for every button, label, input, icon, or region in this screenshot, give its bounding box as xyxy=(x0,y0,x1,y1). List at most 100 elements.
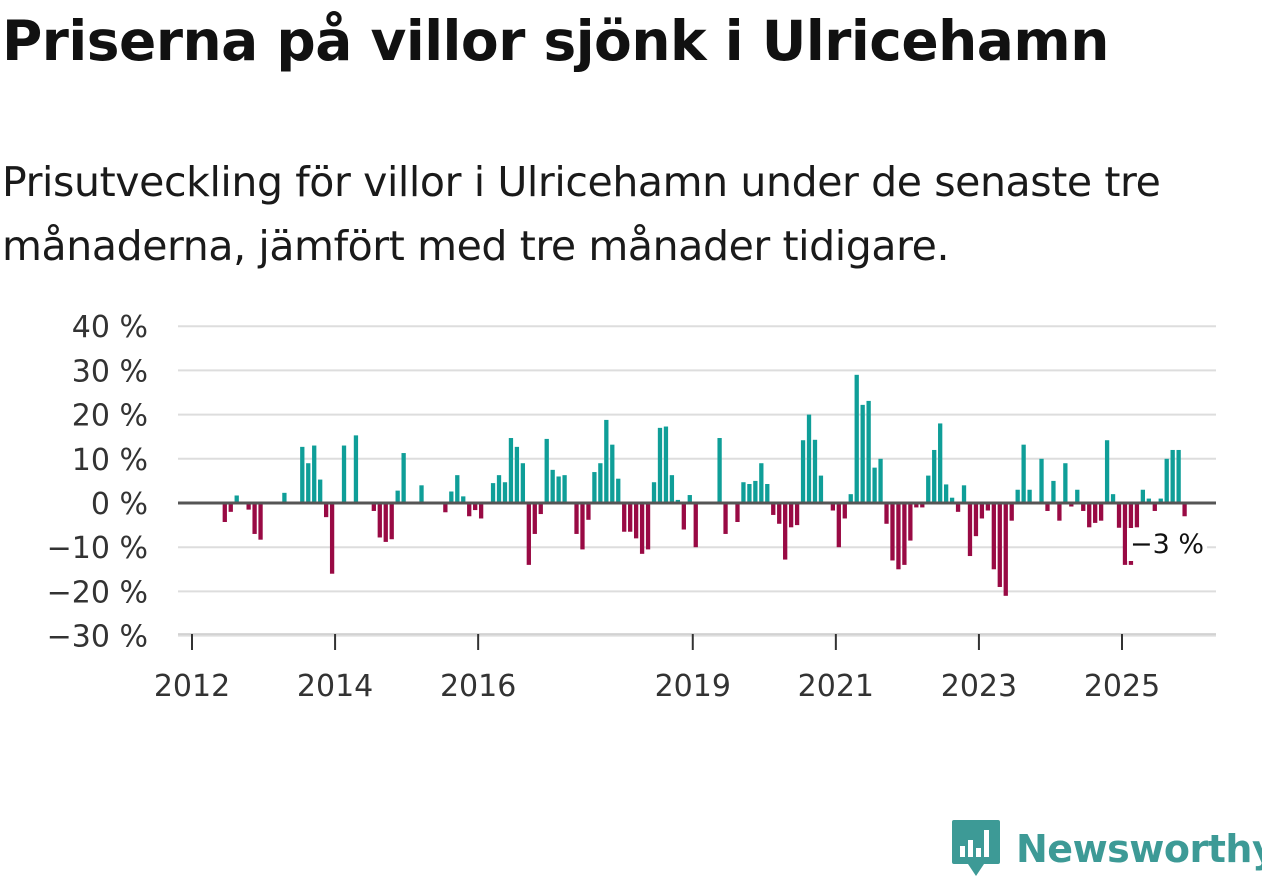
bar xyxy=(461,496,466,503)
bar xyxy=(1164,458,1169,503)
annotation-label: −3 % xyxy=(1130,529,1204,560)
bar xyxy=(1069,503,1074,507)
brand-logo: Newsworthy xyxy=(950,818,1262,880)
bar xyxy=(717,438,722,503)
bar xyxy=(967,503,973,557)
bar xyxy=(1057,503,1062,521)
x-axis: 2012 2014 2016 2019 2021 2023 2025 xyxy=(154,633,1216,704)
bar xyxy=(1003,503,1008,596)
bar xyxy=(741,482,746,503)
bar xyxy=(467,503,472,517)
bar xyxy=(1087,503,1092,528)
y-tick-label: 40 % xyxy=(72,310,148,345)
bar xyxy=(1134,503,1140,528)
bar xyxy=(1027,489,1032,503)
bar xyxy=(645,503,651,550)
bar xyxy=(675,499,681,503)
x-tick-label: 2025 xyxy=(1084,669,1160,704)
y-axis: −30 % −20 % −10 % 0 % 10 % 20 % 30 % 40 % xyxy=(47,310,148,654)
bar xyxy=(246,503,251,510)
x-tick-label: 2016 xyxy=(440,669,516,704)
bar xyxy=(723,503,728,534)
bar xyxy=(389,503,394,540)
bar xyxy=(812,439,818,503)
bar xyxy=(401,453,406,503)
bar xyxy=(490,483,496,503)
bar xyxy=(574,503,579,534)
bar xyxy=(323,503,329,518)
y-tick-label: −30 % xyxy=(47,620,148,655)
bar xyxy=(961,485,967,503)
bar xyxy=(532,503,537,534)
bar xyxy=(1015,489,1020,503)
bar xyxy=(747,483,752,503)
bar xyxy=(914,503,919,508)
bar xyxy=(1039,458,1044,503)
bar xyxy=(842,503,847,519)
bar xyxy=(550,469,555,503)
bar xyxy=(830,503,836,511)
bar xyxy=(306,463,311,503)
bar xyxy=(991,503,996,570)
bar xyxy=(836,503,841,548)
bar xyxy=(1009,503,1014,521)
bar xyxy=(860,404,865,503)
y-tick-label: 10 % xyxy=(72,443,148,478)
bar xyxy=(341,445,347,503)
bar xyxy=(759,463,764,503)
x-tick-label: 2019 xyxy=(655,669,731,704)
bar xyxy=(222,503,227,523)
bar xyxy=(794,503,800,526)
brand-name: Newsworthy xyxy=(1016,827,1262,871)
bar xyxy=(616,478,621,503)
bar xyxy=(663,426,669,503)
bar xyxy=(544,438,549,503)
bar xyxy=(1170,449,1175,503)
bar xyxy=(997,503,1002,587)
bar xyxy=(562,475,567,503)
bar xyxy=(1093,503,1098,523)
bar xyxy=(985,503,991,511)
y-tick-label: −20 % xyxy=(47,575,148,610)
bar xyxy=(628,503,633,532)
bar xyxy=(502,482,508,503)
bar xyxy=(556,476,561,503)
bar-chart: −30 %−20 %−10 %0 %10 %20 %30 %40 % 2012 2… xyxy=(47,310,1216,704)
bar xyxy=(872,467,877,503)
bar xyxy=(514,446,520,503)
bar xyxy=(902,503,907,565)
bar xyxy=(765,483,770,503)
chart-subtitle: Prisutveckling för villor i Ulricehamn u… xyxy=(2,158,1161,270)
y-tick-label: 0 % xyxy=(91,487,148,522)
bar xyxy=(282,492,287,503)
bar xyxy=(1146,498,1151,503)
bar xyxy=(771,503,776,515)
bar xyxy=(592,472,597,503)
bar xyxy=(300,446,305,503)
bar xyxy=(610,444,615,503)
bar xyxy=(866,400,871,503)
bar xyxy=(788,503,794,528)
bar xyxy=(1063,463,1068,503)
bar xyxy=(1110,494,1116,503)
bar xyxy=(657,427,663,503)
bar xyxy=(1104,440,1110,503)
bar xyxy=(1122,503,1128,565)
gridlines xyxy=(178,325,1216,637)
bar xyxy=(473,503,478,511)
bar xyxy=(598,463,603,503)
bar xyxy=(1152,503,1157,511)
x-tick-label: 2012 xyxy=(154,669,230,704)
bar xyxy=(329,503,335,574)
bar xyxy=(1021,444,1026,503)
annotations: −3 % xyxy=(1127,528,1208,561)
bar xyxy=(639,503,645,554)
bar xyxy=(932,449,937,503)
newsworthy-logo-icon xyxy=(952,820,1000,876)
bar xyxy=(377,503,382,538)
bar xyxy=(693,503,698,548)
bar xyxy=(312,445,317,503)
bar xyxy=(681,503,686,530)
bar xyxy=(848,494,853,503)
bar xyxy=(783,503,788,560)
